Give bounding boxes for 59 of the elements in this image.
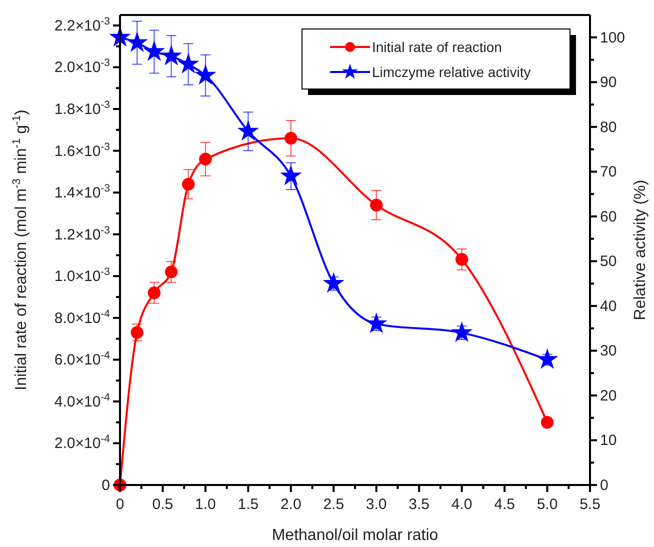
y2-tick-label: 60 [600, 208, 617, 226]
y-tick-label: 2.2×10$^{-3}$ [54, 15, 110, 34]
y2-tick-label: 0 [600, 477, 608, 494]
point [324, 273, 344, 292]
y2-tick-label: 70 [600, 164, 617, 181]
y-tick-label: 1.4×10$^{-3}$ [54, 182, 110, 202]
point [281, 166, 301, 185]
point [196, 65, 216, 84]
y-tick-label: 2.0×10$^{-4}$ [54, 433, 110, 452]
y2-tick-label: 20 [600, 387, 617, 404]
point [164, 266, 178, 278]
y2-tick-label: 100 [600, 29, 626, 46]
x-tick-label: 3.5 [408, 496, 430, 513]
x-tick-label: 4.0 [451, 496, 472, 513]
point [537, 349, 558, 368]
legend-label: Limczyme relative activity [372, 64, 531, 80]
point [452, 322, 472, 342]
y-tick-label: 8.0×10$^{-4}$ [54, 308, 110, 327]
y-tick-label: 1.0×10$^{-3}$ [54, 266, 110, 286]
x-axis-title: Methanol/oil molar ratio [272, 527, 438, 544]
y2-tick-label: 50 [600, 253, 617, 270]
x-tick-label: 4.5 [494, 496, 515, 513]
y-tick-label: 0 [102, 477, 110, 494]
x-tick-label: 0 [116, 496, 124, 513]
y-tick-label: 2.0×10$^{-3}$ [54, 57, 110, 76]
point [199, 152, 212, 166]
y-tick-label: 1.8×10$^{-3}$ [54, 99, 110, 118]
x-tick-label: 5.5 [580, 496, 600, 513]
point [178, 54, 198, 73]
legend-label: Initial rate of reaction [372, 39, 502, 55]
x-tick-label: 2.5 [323, 496, 344, 513]
y2-axis-title: Relative activity (%) [632, 180, 649, 320]
point [148, 286, 161, 300]
point [182, 178, 195, 191]
y-tick-label: 4.0×10$^{-4}$ [54, 391, 110, 410]
y2-tick-label: 80 [600, 118, 617, 136]
x-tick-label: 2.0 [280, 496, 302, 513]
point [144, 41, 164, 60]
x-tick-label: 0.5 [152, 496, 174, 513]
point [540, 416, 554, 429]
y-tick-label: 1.2×10$^{-3}$ [54, 224, 110, 244]
y-tick-label: 1.6×10$^{-3}$ [54, 140, 110, 160]
x-tick-label: 5.0 [536, 496, 558, 513]
point [284, 132, 298, 145]
y-tick-label: 6.0×10$^{-4}$ [54, 350, 110, 369]
y2-tick-label: 40 [600, 298, 617, 315]
y2-tick-label: 30 [600, 342, 617, 360]
y2-tick-label: 90 [600, 74, 617, 92]
point [130, 326, 144, 339]
point [455, 253, 468, 266]
point [127, 32, 147, 52]
x-tick-label: 1.5 [238, 496, 259, 513]
point [366, 314, 386, 332]
x-tick-label: 3.0 [366, 496, 387, 513]
point [238, 121, 258, 140]
y2-tick-label: 10 [600, 432, 617, 450]
x-tick-label: 1.0 [195, 496, 216, 513]
point [370, 198, 383, 212]
point [161, 46, 182, 65]
